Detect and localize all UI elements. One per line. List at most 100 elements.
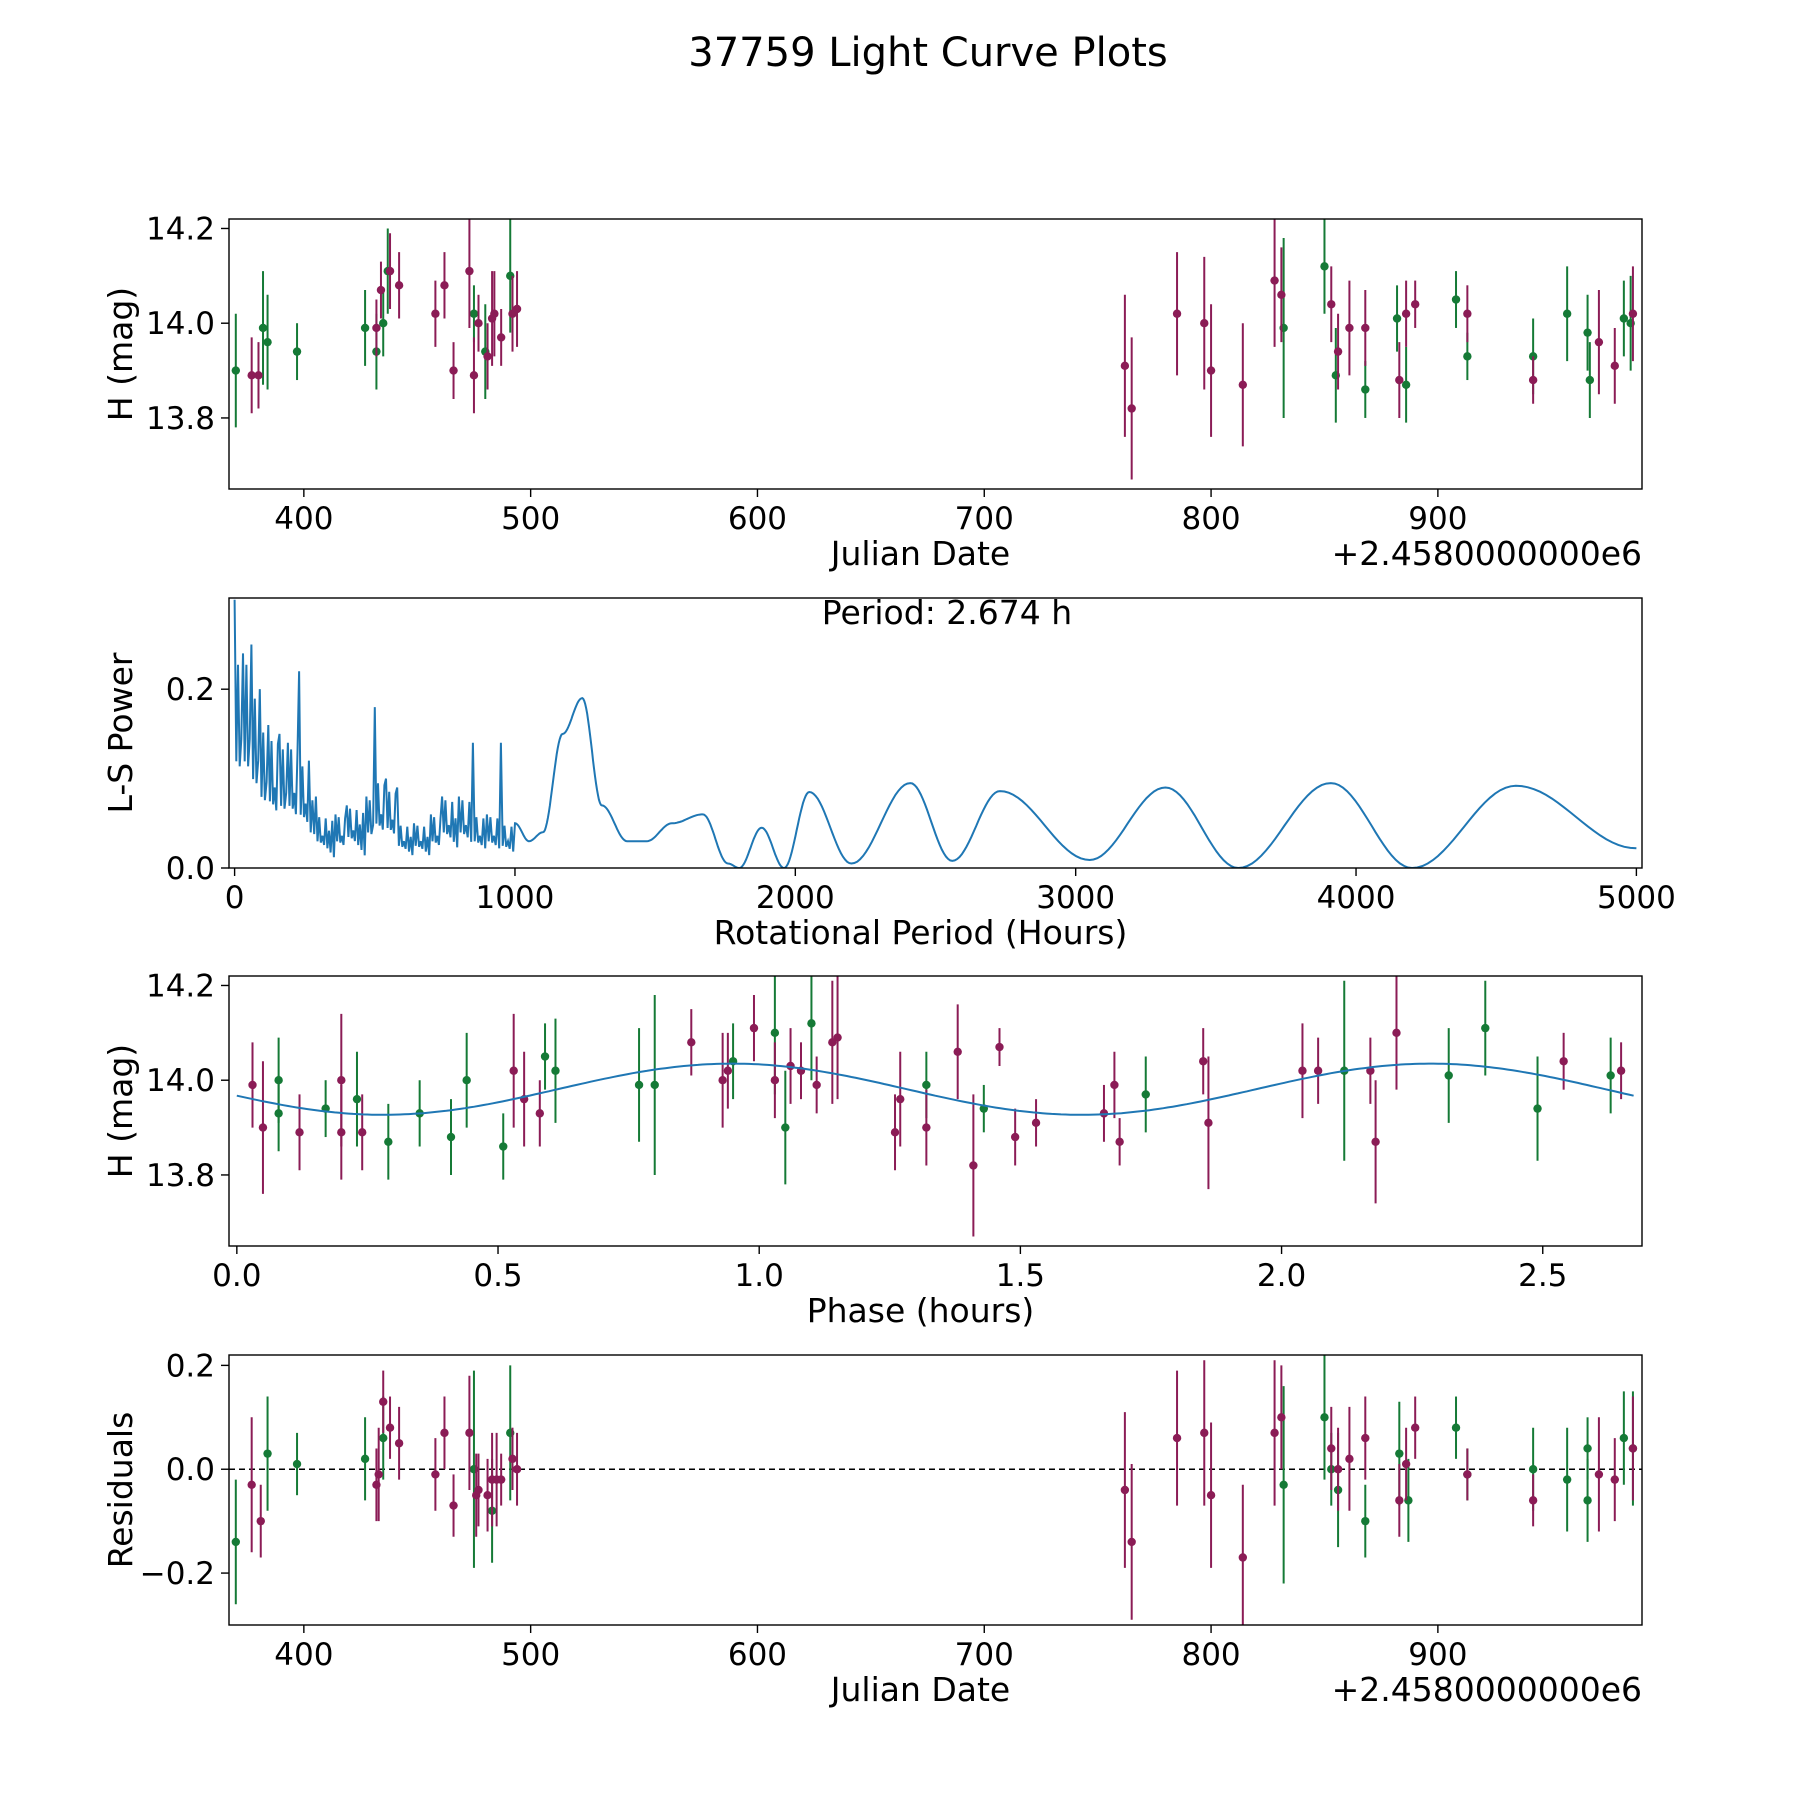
residuals-magenta-point-10 [465, 1428, 474, 1438]
phased-green-point-11 [650, 1080, 659, 1090]
phased-magenta-point-33 [1313, 1066, 1323, 1075]
lightcurve-green-point-2 [263, 337, 272, 347]
residuals-magenta-point-27 [1327, 1444, 1336, 1453]
lightcurve-magenta-point-5 [394, 281, 404, 290]
residuals-xtick-label-0: 400 [274, 1637, 333, 1673]
lightcurve-magenta-point-37 [1628, 309, 1638, 318]
lightcurve-x-offset-label: +2.4580000000e6 [1332, 534, 1642, 573]
lightcurve-green-point-17 [1451, 295, 1461, 304]
phased-green-point-23 [1606, 1071, 1615, 1080]
residuals-plot-area [229, 1355, 1642, 1625]
lightcurve-xlabel: Julian Date [829, 534, 1011, 573]
periodogram-xtick-label-2: 2000 [756, 880, 835, 916]
residuals-magenta-point-24 [1238, 1553, 1248, 1562]
residuals-x-offset-label: +2.4580000000e6 [1332, 1670, 1642, 1709]
phased-ytick-label-0: 13.8 [146, 1158, 215, 1194]
phased-magenta-point-34 [1366, 1066, 1375, 1075]
lightcurve-xtick-label-1: 500 [501, 501, 560, 537]
lightcurve-magenta-point-7 [440, 281, 449, 290]
residuals-magenta-point-28 [1333, 1465, 1343, 1474]
lightcurve-magenta-point-27 [1333, 347, 1343, 356]
residuals-xtick-label-4: 800 [1181, 1637, 1240, 1673]
phased-xtick-label-4: 2.0 [1257, 1258, 1306, 1294]
lightcurve-green-point-18 [1463, 352, 1472, 361]
phased-xtick-label-2: 1.0 [735, 1258, 784, 1294]
phased-magenta-point-19 [890, 1128, 900, 1137]
lightcurve-green-point-8 [469, 309, 479, 318]
lightcurve-green-point-3 [292, 347, 302, 356]
phased-magenta-point-4 [337, 1128, 346, 1137]
lightcurve-magenta-point-0 [247, 371, 256, 380]
lightcurve-magenta-point-9 [465, 266, 474, 276]
phased-green-point-8 [540, 1052, 550, 1061]
phased-ytick-label-2: 14.2 [146, 968, 215, 1004]
residuals-green-point-12 [1361, 1516, 1370, 1526]
residuals-green-point-1 [263, 1449, 272, 1458]
phased-green-point-21 [1481, 1023, 1490, 1033]
phased-magenta-point-22 [953, 1047, 962, 1056]
residuals-green-point-17 [1528, 1465, 1538, 1474]
phased-magenta-point-10 [718, 1076, 727, 1085]
phased-magenta-point-3 [337, 1076, 346, 1085]
residuals-magenta-point-35 [1528, 1496, 1538, 1505]
residuals-magenta-point-20 [1127, 1537, 1136, 1547]
phased-magenta-point-20 [896, 1094, 905, 1104]
fit-curve [236, 1062, 1634, 1116]
phased-magenta-point-9 [687, 1038, 696, 1047]
periodogram-ytick-label-1: 0.2 [166, 672, 215, 708]
residuals-axes-frame [228, 1354, 1643, 1626]
residuals-magenta-point-1 [256, 1516, 265, 1526]
residuals-green-point-8 [1279, 1480, 1288, 1490]
residuals-magenta-point-16 [496, 1475, 506, 1484]
phased-magenta-point-11 [723, 1066, 733, 1075]
phased-magenta-point-36 [1392, 1028, 1401, 1038]
lightcurve-magenta-point-17 [512, 304, 522, 314]
residuals-magenta-point-3 [374, 1470, 383, 1479]
phased-magenta-point-30 [1199, 1057, 1208, 1066]
lightcurve-ytick-label-2: 14.2 [146, 211, 215, 247]
phased-plot-area [236, 976, 1634, 1237]
residuals-ytick-label-0: −0.2 [140, 1556, 215, 1592]
residuals-magenta-point-33 [1410, 1423, 1420, 1432]
phased-magenta-point-8 [535, 1109, 545, 1118]
residuals-green-point-13 [1395, 1449, 1404, 1458]
phased-green-point-13 [770, 1028, 780, 1038]
lightcurve-magenta-point-31 [1401, 309, 1411, 318]
lightcurve-magenta-point-36 [1610, 361, 1619, 371]
residuals-magenta-point-5 [385, 1423, 395, 1432]
lightcurve-magenta-point-24 [1270, 276, 1279, 285]
lightcurve-xtick-label-2: 600 [728, 501, 787, 537]
phased-magenta-point-25 [1010, 1132, 1020, 1142]
phased-green-point-20 [1444, 1071, 1453, 1080]
residuals-magenta-point-0 [247, 1480, 256, 1490]
lightcurve-magenta-point-29 [1361, 323, 1370, 333]
phased-green-point-5 [446, 1132, 456, 1142]
periodogram-xtick-label-1: 1000 [476, 880, 555, 916]
residuals-green-point-3 [360, 1454, 370, 1464]
lightcurve-magenta-point-34 [1528, 375, 1538, 385]
residuals-magenta-point-38 [1628, 1444, 1638, 1453]
lightcurve-ytick-label-0: 13.8 [146, 401, 215, 437]
phased-magenta-point-23 [969, 1161, 978, 1170]
residuals-magenta-point-13 [483, 1490, 492, 1500]
lightcurve-green-point-15 [1392, 314, 1402, 323]
phased-magenta-point-35 [1371, 1137, 1380, 1146]
lightcurve-xtick-label-5: 900 [1408, 501, 1467, 537]
period-annotation: Period: 2.674 h [822, 593, 1072, 632]
phased-magenta-point-21 [922, 1123, 931, 1132]
lightcurve-magenta-point-33 [1463, 309, 1472, 318]
lightcurve-green-point-21 [1583, 328, 1592, 337]
lightcurve-magenta-point-35 [1594, 337, 1604, 347]
residuals-ytick-label-1: 0.0 [166, 1452, 215, 1488]
phased-xtick-label-1: 0.5 [473, 1258, 522, 1294]
lightcurve-magenta-point-21 [1200, 319, 1209, 328]
phased-green-point-15 [807, 1019, 816, 1028]
phased-magenta-point-13 [770, 1076, 780, 1085]
phased-green-point-22 [1533, 1104, 1542, 1113]
phased-magenta-point-24 [995, 1042, 1004, 1052]
lightcurve-green-point-1 [258, 323, 268, 333]
lightcurve-axes-frame [228, 218, 1643, 490]
lightcurve-xtick-label-0: 400 [274, 501, 333, 537]
residuals-green-point-9 [1320, 1413, 1329, 1422]
phased-green-point-3 [384, 1137, 393, 1146]
